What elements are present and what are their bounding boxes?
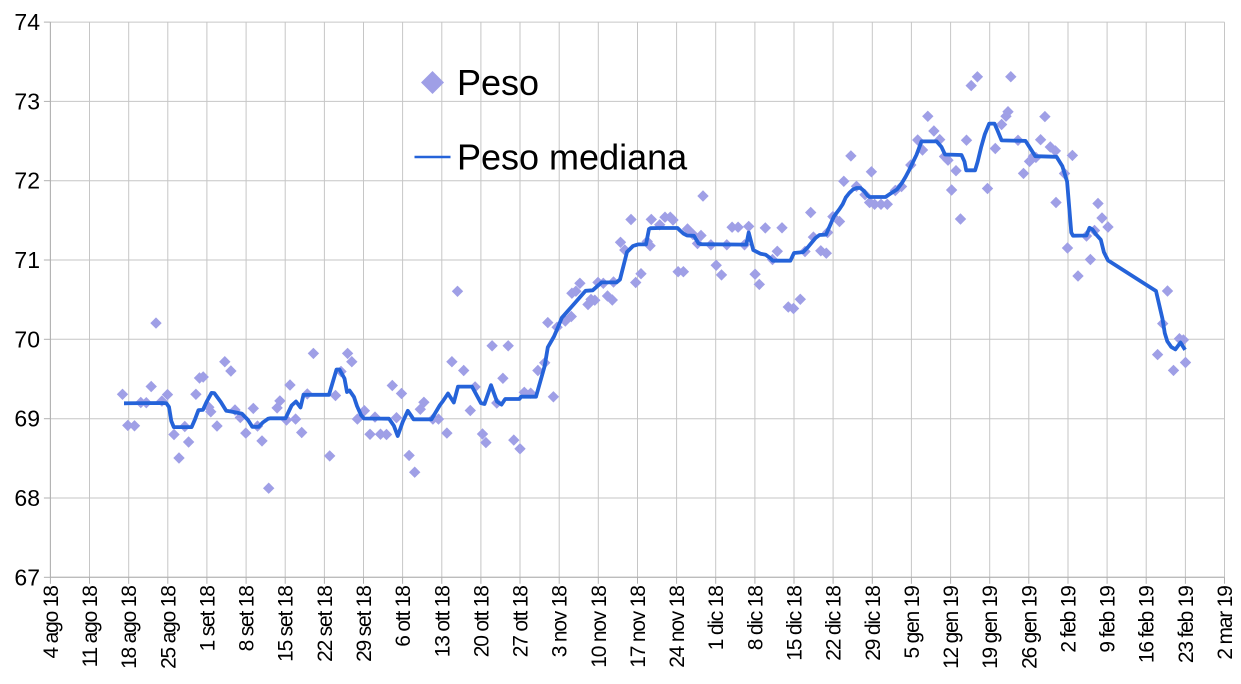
svg-text:18 ago 18: 18 ago 18 [118, 586, 141, 669]
svg-text:67: 67 [14, 564, 40, 590]
svg-text:15 dic 18: 15 dic 18 [784, 586, 807, 661]
svg-text:12 gen 19: 12 gen 19 [940, 586, 963, 669]
svg-text:24 nov 18: 24 nov 18 [666, 586, 689, 668]
svg-text:15 set 18: 15 set 18 [275, 586, 298, 662]
svg-text:69: 69 [14, 406, 40, 432]
svg-text:25 ago 18: 25 ago 18 [157, 586, 180, 669]
svg-text:Peso: Peso [457, 62, 539, 103]
svg-text:3 nov 18: 3 nov 18 [549, 586, 572, 657]
svg-text:11 ago 18: 11 ago 18 [79, 586, 102, 668]
svg-text:Peso mediana: Peso mediana [457, 137, 688, 178]
svg-text:29 dic 18: 29 dic 18 [862, 586, 885, 661]
svg-text:2 mar 19: 2 mar 19 [1214, 586, 1237, 660]
svg-text:23 feb 19: 23 feb 19 [1175, 586, 1198, 663]
svg-text:22 set 18: 22 set 18 [314, 586, 337, 662]
svg-text:70: 70 [14, 326, 40, 352]
svg-text:19 gen 19: 19 gen 19 [979, 586, 1002, 669]
svg-text:8 set 18: 8 set 18 [236, 586, 259, 652]
svg-text:71: 71 [14, 247, 40, 273]
svg-text:13 ott 18: 13 ott 18 [431, 586, 454, 657]
svg-text:68: 68 [14, 485, 40, 511]
svg-text:8 dic 18: 8 dic 18 [744, 586, 767, 650]
svg-text:16 feb 19: 16 feb 19 [1136, 586, 1159, 663]
svg-text:22 dic 18: 22 dic 18 [823, 586, 846, 661]
svg-text:4 ago 18: 4 ago 18 [40, 586, 63, 659]
svg-text:73: 73 [14, 88, 40, 114]
svg-text:6 ott 18: 6 ott 18 [392, 586, 415, 647]
svg-text:29 set 18: 29 set 18 [353, 586, 376, 662]
svg-text:74: 74 [14, 9, 40, 35]
svg-text:5 gen 19: 5 gen 19 [901, 586, 924, 659]
svg-text:26 gen 19: 26 gen 19 [1018, 586, 1041, 669]
svg-text:20 ott 18: 20 ott 18 [470, 586, 493, 657]
svg-text:1 dic 18: 1 dic 18 [705, 586, 728, 650]
svg-text:17 nov 18: 17 nov 18 [627, 586, 650, 668]
svg-text:72: 72 [14, 168, 40, 194]
svg-text:2 feb 19: 2 feb 19 [1058, 586, 1081, 653]
svg-text:1 set 18: 1 set 18 [196, 586, 219, 652]
svg-text:10 nov 18: 10 nov 18 [588, 586, 611, 668]
svg-text:27 ott 18: 27 ott 18 [510, 586, 533, 657]
svg-text:9 feb 19: 9 feb 19 [1097, 586, 1120, 653]
